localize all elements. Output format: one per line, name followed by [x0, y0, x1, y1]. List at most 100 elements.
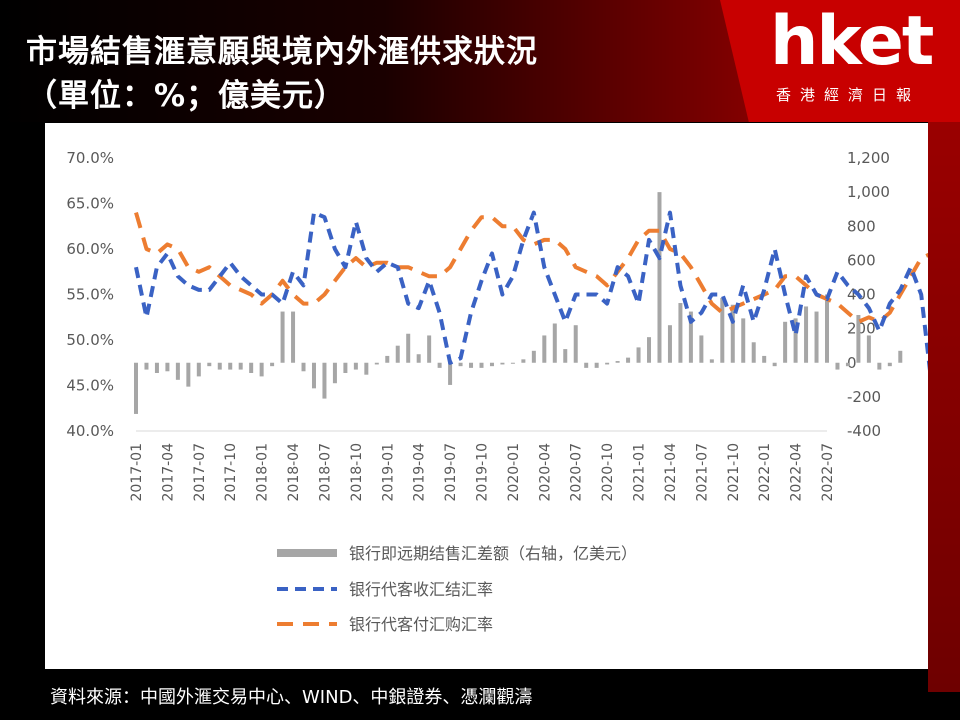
right-axis-tick-label: 0	[847, 354, 857, 372]
x-axis-tick-label: 2019-10	[475, 443, 491, 502]
left-axis-tick-label: 40.0%	[66, 422, 114, 440]
bar-fx-balance	[552, 323, 557, 363]
side-decoration	[928, 122, 960, 692]
bar-fx-balance	[835, 362, 840, 370]
bar-fx-balance	[343, 362, 348, 373]
bar-fx-balance	[291, 311, 296, 363]
bar-fx-balance	[751, 342, 756, 363]
x-axis-tick-label: 2020-01	[506, 443, 522, 502]
bar-fx-balance	[427, 335, 432, 363]
bar-fx-balance	[657, 192, 662, 363]
bar-fx-balance	[311, 362, 316, 389]
left-axis-tick-label: 60.0%	[66, 240, 114, 258]
bar-fx-balance	[772, 362, 777, 367]
x-axis-tick-label: 2021-10	[726, 443, 742, 502]
bar-fx-balance	[259, 362, 264, 377]
bar-fx-balance	[866, 335, 871, 363]
right-axis-tick-label: 1,000	[847, 183, 890, 201]
x-axis-tick-label: 2017-07	[192, 443, 208, 502]
x-axis-tick-label: 2017-01	[129, 443, 145, 502]
chart: 40.0% 45.0% 50.0% 55.0% 60.0% 65.0% 70.0% -400 -…	[66, 149, 928, 634]
bar-fx-balance	[154, 362, 159, 373]
x-axis-tick-label: 2017-04	[160, 443, 176, 502]
x-axis-tick-label: 2021-04	[663, 443, 679, 502]
x-axis-tick-label: 2022-01	[757, 443, 773, 502]
bar-fx-balance	[510, 362, 515, 364]
bar-fx-balance	[458, 362, 463, 367]
bar-fx-balance	[563, 349, 568, 363]
bar-fx-balance	[448, 362, 453, 385]
bar-fx-balance	[898, 350, 903, 363]
bar-fx-balance	[134, 362, 138, 414]
x-axis-tick-label: 2020-04	[537, 443, 553, 502]
legend-swatch-bar	[277, 549, 337, 557]
x-axis-tick-label: 2022-04	[789, 443, 805, 502]
bar-fx-balance	[165, 362, 170, 372]
bar-fx-balance	[531, 350, 536, 363]
hket-logo: hket	[770, 2, 934, 81]
line-receive-rate	[134, 210, 928, 371]
left-axis-tick-label: 55.0%	[66, 286, 114, 304]
left-axis-tick-label: 65.0%	[66, 195, 114, 213]
x-axis-tick-label: 2019-07	[443, 443, 459, 502]
bar-fx-balance	[385, 355, 390, 363]
bar-fx-balance	[270, 362, 275, 367]
bar-fx-balance	[688, 311, 693, 363]
bar-fx-balance	[217, 362, 222, 370]
bar-fx-balance	[762, 355, 767, 363]
bar-fx-balance	[469, 362, 474, 368]
bar-fx-balance	[175, 362, 180, 380]
line-pay-rate	[134, 212, 928, 324]
logo-panel	[720, 0, 960, 122]
bar-fx-balance	[720, 297, 725, 363]
x-axis-tick-label: 2018-04	[286, 443, 302, 502]
left-axis-tick-label: 45.0%	[66, 377, 114, 395]
bar-fx-balance	[605, 362, 610, 365]
bar-fx-balance	[489, 362, 494, 367]
bar-fx-balance	[584, 362, 589, 368]
bar-fx-balance	[353, 362, 358, 370]
x-axis-tick-label: 2021-07	[694, 443, 710, 502]
bar-fx-balance	[374, 362, 379, 365]
bar-fx-balance	[207, 362, 212, 367]
bar-fx-balance	[280, 311, 285, 363]
bar-fx-balance	[542, 335, 547, 363]
hket-logo-subtitle: 香港經濟日報	[776, 86, 921, 104]
x-axis-tick-label: 2021-01	[632, 443, 648, 502]
x-axis-tick-label: 2018-07	[317, 443, 333, 502]
x-axis-tick-label: 2019-01	[380, 443, 396, 502]
bar-fx-balance	[825, 294, 829, 363]
bar-fx-balance	[144, 362, 149, 370]
bar-fx-balance	[615, 361, 620, 363]
bar-fx-balance	[479, 362, 484, 368]
bar-fx-balance	[887, 362, 892, 367]
right-axis-tick-label: 1,200	[847, 149, 890, 167]
left-axis-tick-label: 70.0%	[66, 149, 114, 167]
x-axis-tick-label: 2018-10	[349, 443, 365, 502]
bar-fx-balance	[709, 359, 714, 363]
bar-fx-balance	[416, 354, 421, 363]
bar-fx-balance	[594, 362, 599, 368]
legend-label: 银行即远期结售汇差额（右轴，亿美元）	[349, 544, 637, 563]
page-subtitle-units: （單位：%；億美元）	[26, 78, 347, 114]
left-axis-tick-label: 50.0%	[66, 331, 114, 349]
bar-fx-balance	[647, 337, 652, 363]
right-axis-tick-label: -200	[847, 388, 881, 406]
bar-fx-balance	[573, 325, 578, 363]
bar-fx-balance	[856, 314, 861, 363]
x-axis-tick-label: 2017-10	[223, 443, 239, 502]
legend-label: 银行代客付汇购汇率	[349, 615, 493, 634]
bar-fx-balance	[249, 362, 254, 373]
bar-fx-balance	[437, 362, 442, 368]
x-axis-tick-label: 2020-10	[600, 443, 616, 502]
bar-fx-balance	[741, 318, 746, 363]
legend-label: 银行代客收汇结汇率	[349, 580, 493, 599]
bar-fx-balance	[730, 304, 735, 363]
bar-fx-balance	[322, 362, 327, 399]
bar-fx-balance	[521, 359, 526, 363]
right-axis-tick-label: 600	[847, 251, 876, 269]
bar-fx-balance	[783, 321, 788, 363]
bar-fx-balance	[678, 303, 683, 363]
bar-fx-balance	[238, 362, 243, 370]
right-axis-tick-label: 200	[847, 320, 876, 338]
